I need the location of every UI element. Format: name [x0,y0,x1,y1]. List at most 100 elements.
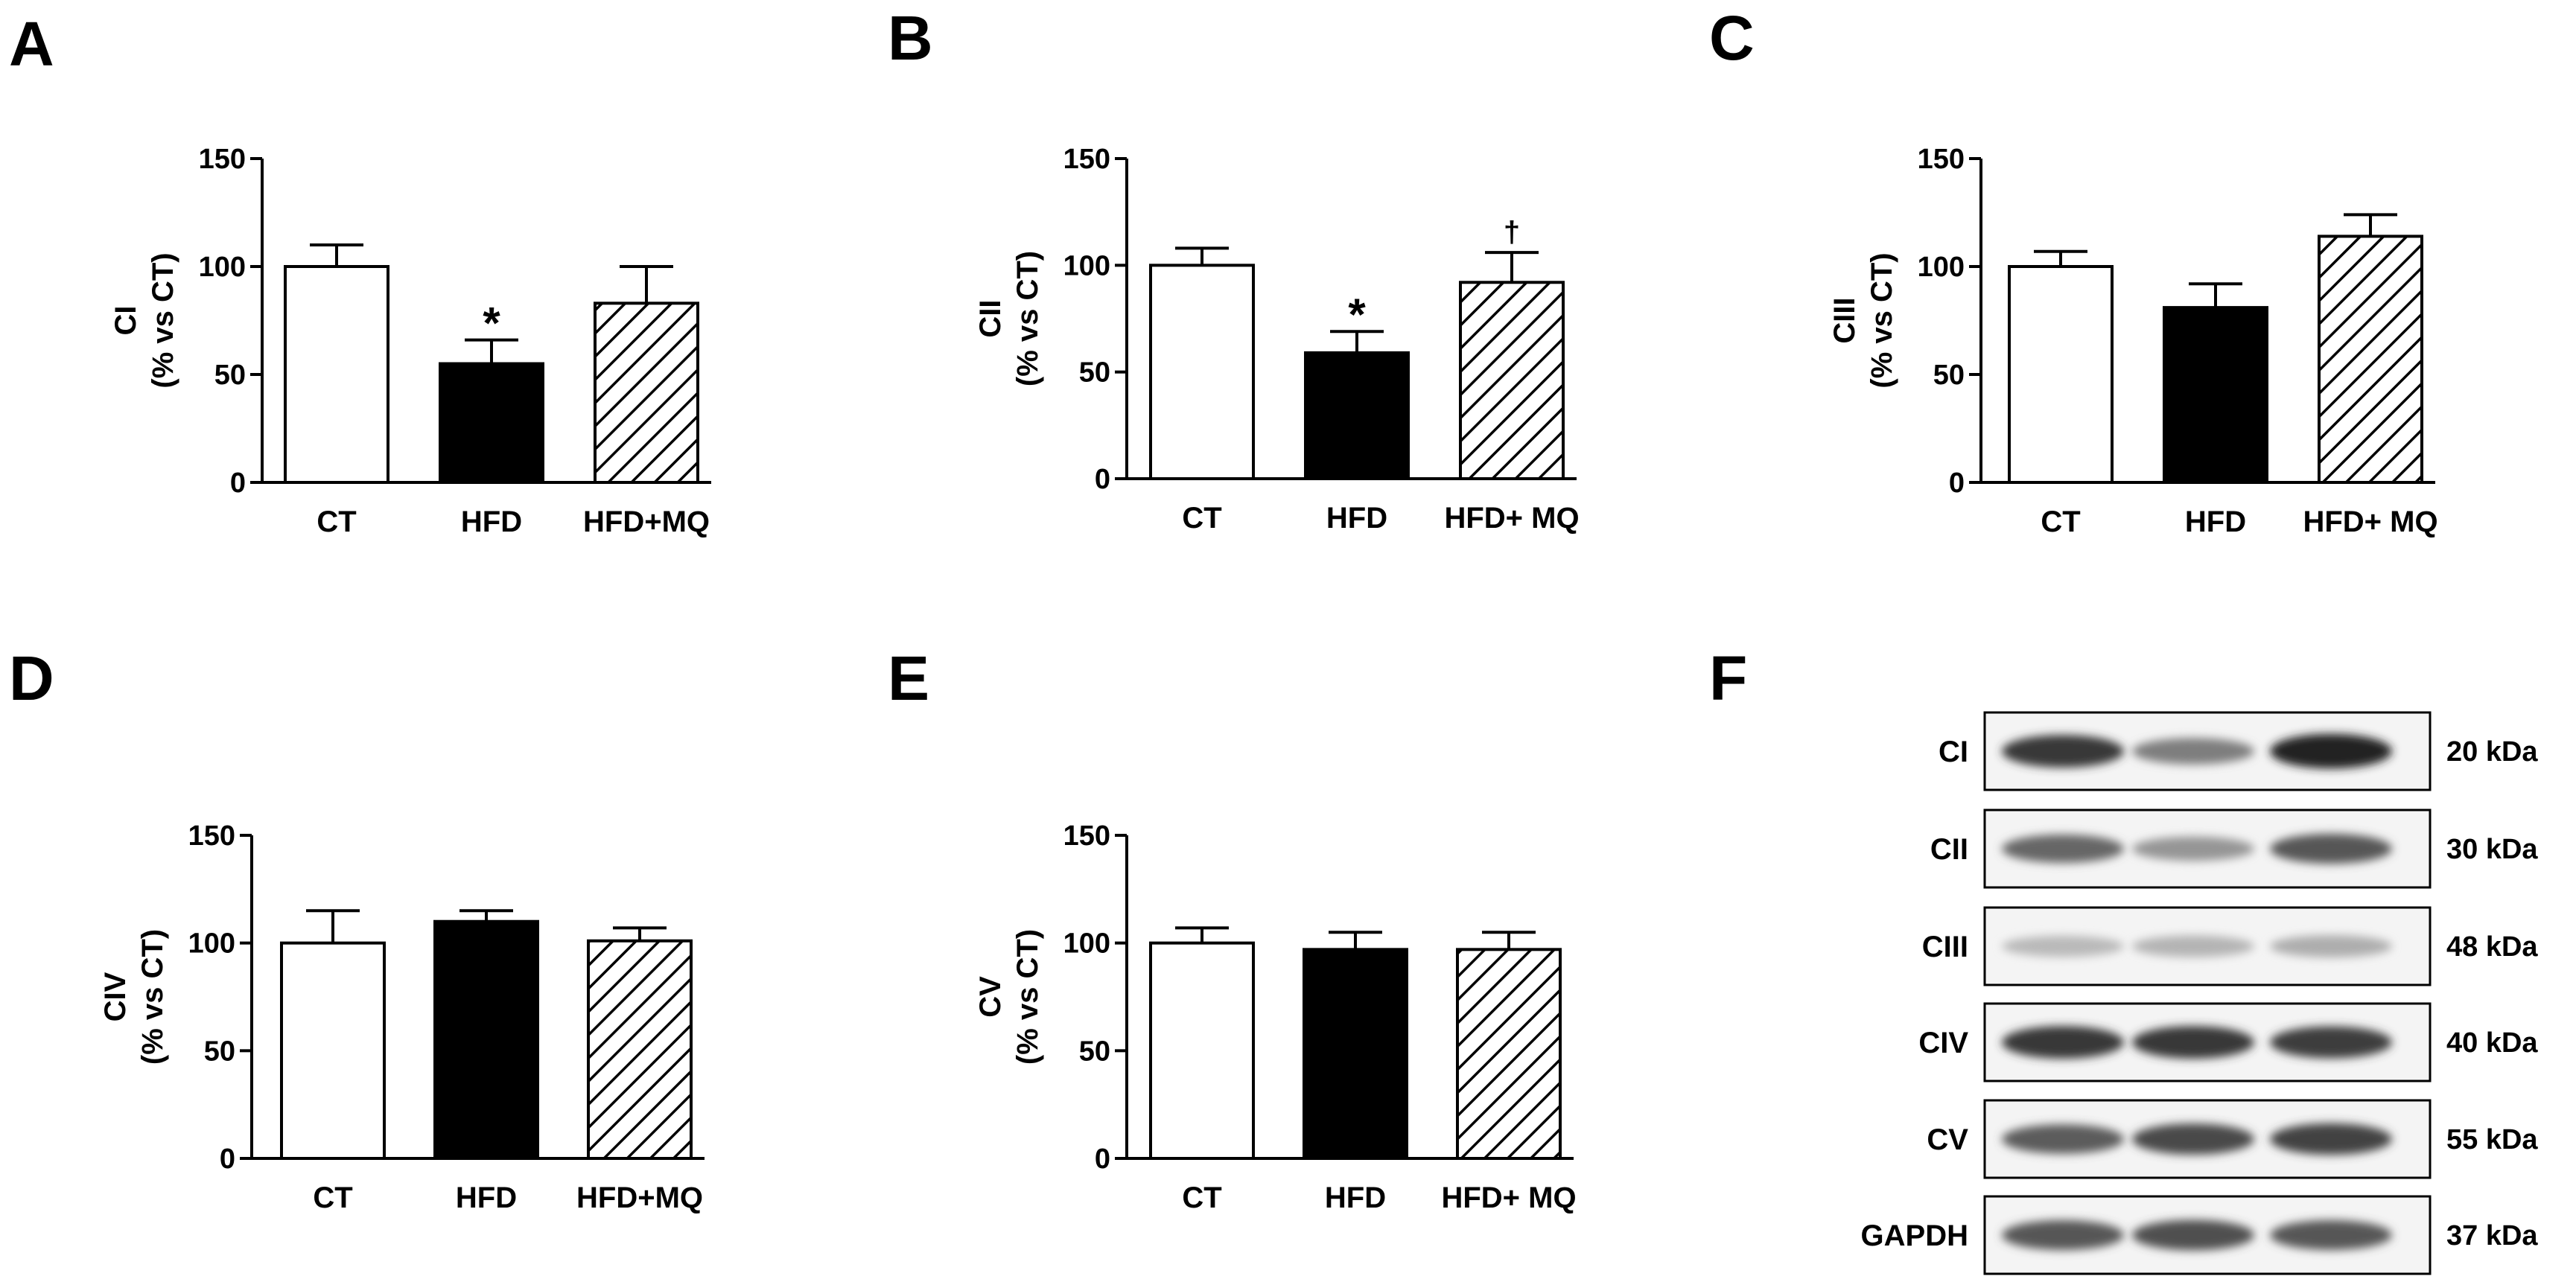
bar-hfd-mq [2318,235,2423,484]
blot-band [2002,1219,2124,1251]
y-axis-label: CII (% vs CT) [974,251,1044,386]
y-tick-label: 150 [199,144,246,175]
bar-ct [280,941,386,1160]
panel-letter-d: D [9,643,54,713]
chart-c: 0 50 100 150 CIII (% vs CT) CT HFD HFD+ MQ [1828,144,2438,538]
y-tick-label: 0 [220,1144,235,1175]
blot-row-ciii: CIII 48 kDa [1922,906,2538,986]
blot-kda-label: 37 kDa [2446,1220,2538,1251]
y-tick-label: 50 [1933,360,1965,391]
blot-kda-label: 30 kDa [2446,834,2538,865]
y-label-line-2: (% vs CT) [1011,251,1044,386]
blot-protein-label: GAPDH [1861,1219,1968,1252]
y-label-line-2: (% vs CT) [1011,929,1044,1065]
category-label: CT [1182,1181,1221,1214]
blot-kda-label: 48 kDa [2446,931,2538,963]
blot-band [2002,935,2124,957]
y-label-line-1: CIII [1828,297,1861,343]
bar-hfd [1303,948,1408,1160]
blot-row-gapdh: GAPDH 37 kDa [1861,1195,2538,1275]
category-label: HFD [2185,506,2246,538]
bar-ct [284,265,389,484]
y-tick-label: 150 [1063,144,1110,175]
y-tick-label: 50 [1079,1036,1110,1067]
y-tick-label: 100 [1063,928,1110,960]
y-tick-label: 150 [188,820,235,852]
category-label: HFD [1326,502,1387,535]
blot-band [2270,1219,2392,1251]
chart-b: 0 50 100 150 CII (% vs CT) CT HFD * HFD+ MQ † [974,144,1580,535]
category-label: HFD+ MQ [2303,506,2437,538]
y-tick-label: 50 [1079,357,1110,389]
blot-protein-label: CIII [1922,931,1968,963]
y-axis-label: CIV (% vs CT) [99,929,169,1065]
chart-d: 0 50 100 150 CIV (% vs CT) CT HFD HFD+MQ [99,820,705,1214]
panel-letter-a: A [9,9,54,79]
blot-protein-label: CI [1939,736,1968,768]
y-tick-label: 0 [1095,1144,1110,1175]
blot-kda-label: 55 kDa [2446,1124,2538,1155]
bar-hfd [439,362,544,484]
bar-hfd [2163,306,2268,484]
y-axis-label: CI (% vs CT) [109,252,179,388]
y-axis-label: CV (% vs CT) [974,929,1044,1065]
bar-hfd [433,919,539,1160]
blot-row-civ: CIV 40 kDa [1918,1002,2538,1082]
panel-letter-c: C [1709,3,1755,73]
category-label: HFD [1325,1181,1386,1214]
y-tick-label: 100 [1063,250,1110,281]
blot-row-cii: CII 30 kDa [1930,809,2538,889]
panel-letter-e: E [888,643,929,713]
y-tick-label: 0 [230,468,246,499]
y-label-line-1: CV [974,976,1007,1018]
significance-mark: * [1348,290,1366,339]
category-label: HFD+MQ [583,506,710,538]
blot-band [2132,1123,2254,1155]
bar-hfd-mq [594,302,699,484]
bar-ct [1149,264,1255,480]
y-tick-label: 150 [1918,144,1965,175]
blot-protein-label: CII [1930,833,1968,866]
bar-hfd-mq [1459,281,1565,480]
blot-band [2270,1123,2392,1155]
blot-band [2132,1219,2254,1251]
chart-a: 0 50 100 150 CI (% vs CT) CT HFD * HFD+MQ [109,144,711,538]
blot-protein-label: CV [1927,1123,1968,1156]
y-label-line-1: CI [109,306,142,336]
y-tick-label: 0 [1949,468,1965,499]
y-label-line-1: CIV [99,972,132,1021]
y-label-line-1: CII [974,299,1007,337]
significance-mark: † [1504,216,1520,249]
blot-band [2270,833,2392,864]
bar-hfd [1304,351,1410,480]
category-label: HFD+MQ [576,1181,703,1214]
blot-band [2002,1124,2124,1154]
y-tick-label: 0 [1095,464,1110,495]
blot-band [2132,738,2254,765]
blot-band [2002,834,2124,864]
bar-hfd-mq [587,939,693,1160]
chart-e: 0 50 100 150 CV (% vs CT) CT HFD HFD+ MQ [974,820,1577,1214]
blot-band [2270,733,2392,769]
y-tick-label: 50 [214,360,246,391]
blot-band [2270,935,2392,957]
y-tick-label: 50 [204,1036,235,1067]
blot-band [2132,836,2254,861]
category-label: CT [2041,506,2080,538]
y-tick-label: 100 [1918,252,1965,283]
bar-ct [1149,941,1255,1160]
blot-band [2002,1026,2124,1059]
blot-kda-label: 20 kDa [2446,736,2538,768]
category-label: CT [313,1181,352,1214]
panel-letter-f: F [1709,643,1747,713]
category-label: HFD [456,1181,517,1214]
blot-protein-label: CIV [1918,1027,1968,1059]
y-label-line-2: (% vs CT) [136,929,169,1065]
blot-kda-label: 40 kDa [2446,1027,2538,1059]
y-tick-label: 100 [199,252,246,283]
y-tick-label: 100 [188,928,235,960]
blot-row-cv: CV 55 kDa [1927,1099,2538,1179]
y-axis-label: CIII (% vs CT) [1828,252,1898,388]
